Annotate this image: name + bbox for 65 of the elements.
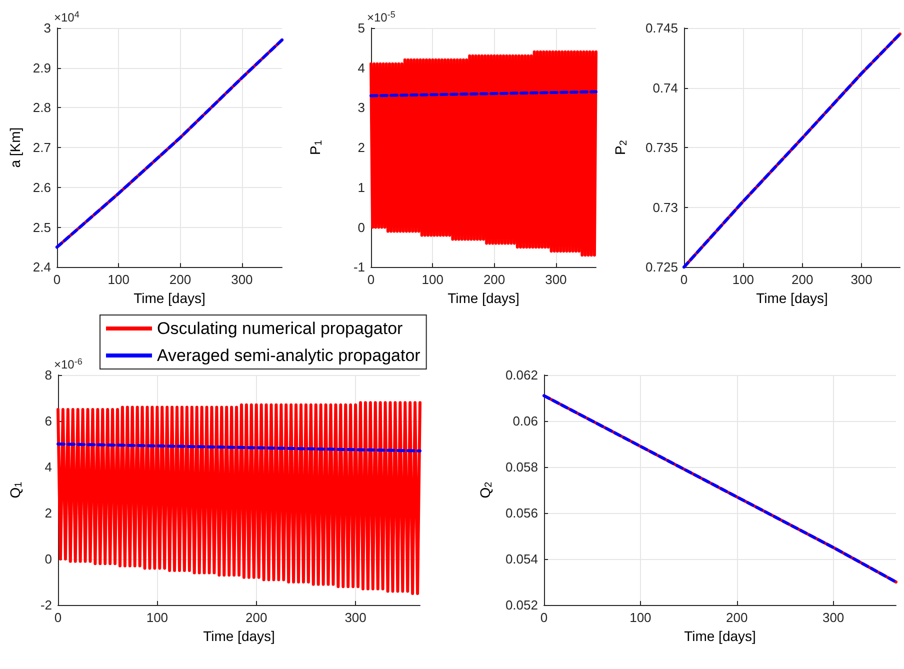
x-tick-label: 100 bbox=[422, 272, 444, 288]
y-tick-label: 0.054 bbox=[505, 552, 538, 566]
x-tick-label: 0 bbox=[54, 610, 62, 625]
y-axis-title: Q1 bbox=[7, 481, 24, 498]
y-tick-label: 3 bbox=[44, 20, 51, 36]
x-tick-label: 100 bbox=[108, 272, 130, 288]
y-tick-label: 2.7 bbox=[32, 140, 51, 156]
line-series bbox=[370, 50, 598, 257]
y-tick-label: 0.06 bbox=[512, 414, 538, 428]
y-axis-title: Q2 bbox=[477, 481, 494, 498]
y-axis-title: P2 bbox=[612, 140, 630, 156]
x-tick-label: 100 bbox=[732, 272, 754, 288]
y-tick-label: 6 bbox=[44, 414, 52, 428]
y-tick-label: 2.6 bbox=[32, 180, 51, 195]
x-axis-title: Time [days] bbox=[684, 628, 756, 644]
x-axis-title: Time [days] bbox=[756, 290, 828, 306]
y-tick-label: 2 bbox=[358, 140, 365, 156]
x-tick-label: 200 bbox=[483, 272, 506, 288]
y-tick-label: 4 bbox=[44, 460, 52, 474]
x-tick-label: 300 bbox=[850, 272, 872, 288]
x-axis-title: Time [days] bbox=[134, 290, 206, 306]
y-tick-label: 0 bbox=[44, 552, 52, 566]
x-tick-label: 300 bbox=[545, 272, 567, 288]
y-tick-label: 2.5 bbox=[32, 220, 51, 235]
y-tick-label: 2.9 bbox=[32, 60, 51, 76]
y-tick-label: 3 bbox=[358, 100, 365, 116]
x-tick-label: 0 bbox=[367, 272, 375, 288]
legend-label: Osculating numerical propagator bbox=[157, 319, 404, 338]
y-tick-label: 0.056 bbox=[505, 506, 538, 520]
legend-label: Averaged semi-analytic propagator bbox=[157, 346, 421, 365]
y-tick-label: 0.062 bbox=[505, 368, 538, 382]
y-tick-label: 2.8 bbox=[32, 100, 51, 116]
x-axis-title: Time [days] bbox=[203, 628, 275, 644]
y-tick-label: 0.745 bbox=[645, 20, 678, 36]
x-tick-label: 100 bbox=[630, 610, 652, 625]
x-tick-label: 200 bbox=[792, 272, 814, 288]
y-tick-label: 0.725 bbox=[645, 260, 678, 275]
y-tick-label: 0.052 bbox=[505, 598, 538, 612]
x-tick-label: 300 bbox=[344, 610, 366, 625]
x-tick-label: 200 bbox=[726, 610, 748, 625]
y-tick-label: 0.058 bbox=[505, 460, 538, 474]
y-tick-label: -1 bbox=[353, 260, 365, 275]
x-tick-label: 100 bbox=[146, 610, 168, 625]
y-tick-label: 8 bbox=[44, 368, 52, 382]
x-tick-label: 0 bbox=[540, 610, 548, 625]
x-axis-title: Time [days] bbox=[448, 290, 520, 306]
y-tick-label: 1 bbox=[358, 180, 365, 195]
y-tick-label: 2 bbox=[44, 506, 52, 520]
y-tick-label: -2 bbox=[40, 598, 52, 612]
y-tick-label: 0 bbox=[358, 220, 365, 235]
y-tick-label: 5 bbox=[358, 20, 365, 36]
y-tick-label: 0.735 bbox=[645, 140, 678, 156]
x-tick-label: 300 bbox=[231, 272, 253, 288]
line-series bbox=[56, 401, 422, 595]
x-tick-label: 200 bbox=[246, 610, 268, 625]
x-tick-label: 0 bbox=[680, 272, 688, 288]
y-axis-title: P1 bbox=[307, 140, 324, 156]
y-tick-label: 0.73 bbox=[652, 200, 678, 215]
x-tick-label: 200 bbox=[169, 272, 192, 288]
y-tick-label: 2.4 bbox=[32, 260, 51, 275]
y-tick-label: 4 bbox=[358, 60, 365, 76]
x-tick-label: 300 bbox=[822, 610, 844, 625]
y-axis-title: a [Km] bbox=[7, 127, 23, 168]
line-series bbox=[55, 38, 284, 249]
y-tick-label: 0.74 bbox=[652, 80, 678, 96]
